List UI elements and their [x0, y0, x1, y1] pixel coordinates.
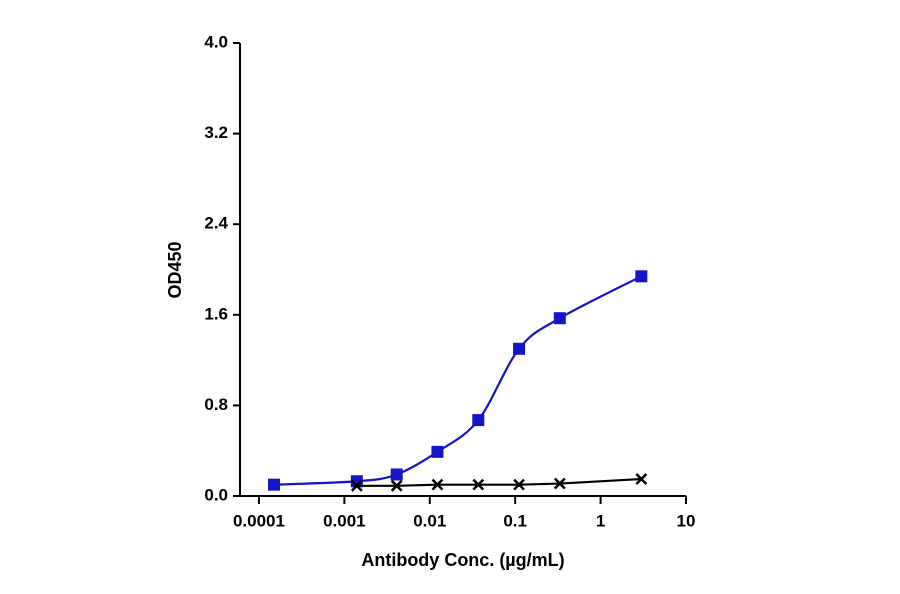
y-tick-label: 3.2	[204, 123, 228, 142]
point	[553, 477, 566, 490]
point	[635, 270, 648, 283]
y-tick-label: 0.0	[204, 485, 228, 504]
x-tick-label: 0.01	[413, 511, 446, 530]
y-tick-label: 0.8	[204, 395, 228, 414]
point	[390, 479, 403, 492]
x-tick-label: 1	[596, 511, 605, 530]
x-tick-label: 0.0001	[233, 511, 285, 530]
point	[431, 478, 444, 491]
y-tick-label: 1.6	[204, 304, 228, 323]
point	[390, 468, 403, 481]
point	[431, 445, 444, 458]
x-tick-label: 0.001	[323, 511, 366, 530]
point	[553, 312, 566, 325]
y-axis-title: OD450	[165, 241, 185, 298]
x-tick-label: 10	[677, 511, 696, 530]
series-line	[273, 275, 642, 486]
x-tick-label: 0.1	[503, 511, 527, 530]
y-tick-label: 4.0	[204, 32, 228, 51]
point	[513, 478, 525, 491]
point	[472, 414, 485, 427]
point	[513, 342, 526, 355]
point	[267, 478, 280, 491]
x-axis-title: Antibody Conc. (µg/mL)	[361, 550, 564, 570]
point	[472, 478, 485, 491]
y-tick-label: 2.4	[204, 214, 228, 233]
point	[350, 479, 363, 492]
point	[635, 473, 648, 485]
